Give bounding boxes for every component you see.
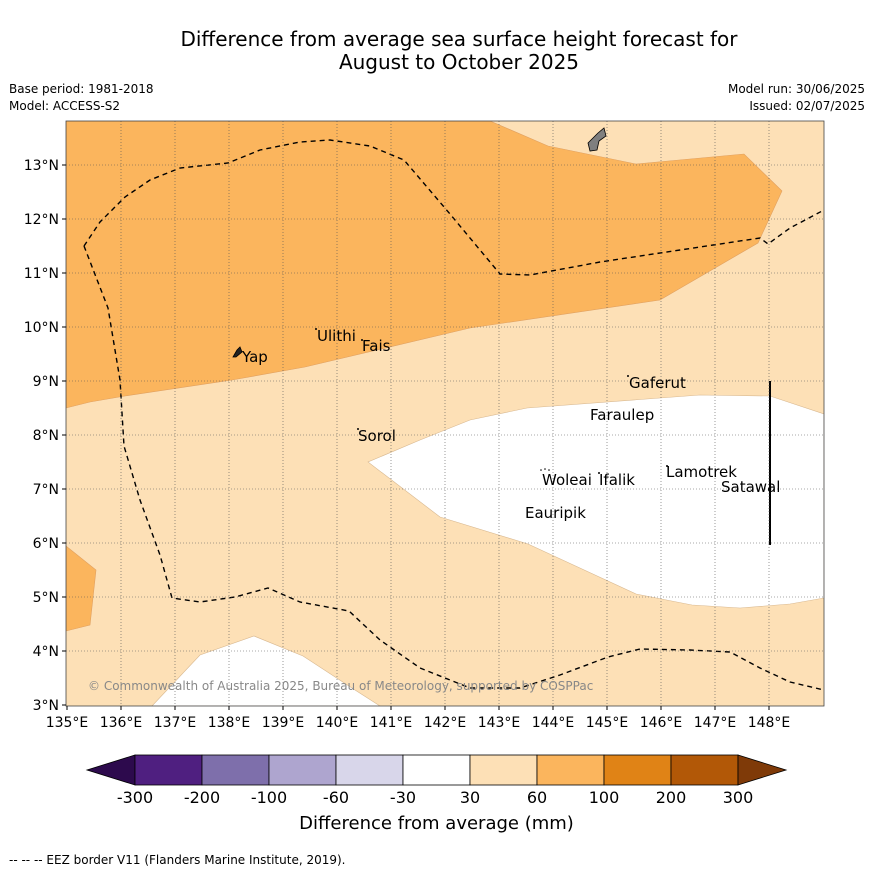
lon-tick-label: 145°E xyxy=(586,715,629,731)
lat-tick-label: 11°N xyxy=(24,266,59,282)
woleai-dot-1 xyxy=(540,469,542,471)
label-lamotrek: Lamotrek xyxy=(666,463,737,481)
colorbar-tick-label: 60 xyxy=(526,788,548,807)
lat-tick-label: 10°N xyxy=(24,320,59,336)
lat-tick-label: 3°N xyxy=(33,698,59,714)
lat-tick-label: 4°N xyxy=(33,644,59,660)
colorbar-extend-low xyxy=(85,754,136,786)
title-line-2: August to October 2025 xyxy=(338,50,580,74)
colorbar-tick-label: 200 xyxy=(655,788,687,807)
meta-left: Base period: 1981-2018 Model: ACCESS-S2 xyxy=(9,81,154,115)
lat-tick-label: 8°N xyxy=(33,428,59,444)
label-faraulep: Faraulep xyxy=(590,406,654,424)
chart-title: Difference from average sea surface heig… xyxy=(0,28,873,74)
colorbar-tick-label: -200 xyxy=(183,788,221,807)
colorbar-tick-label: 300 xyxy=(722,788,754,807)
gridlines xyxy=(66,121,824,706)
woleai-dot-2 xyxy=(544,468,546,470)
longitude-ticks: 135°E 136°E 137°E 138°E 139°E 140°E 141°E 142°E… xyxy=(46,706,791,731)
lon-tick-label: 141°E xyxy=(370,715,413,731)
meta-right: Model run: 30/06/2025 Issued: 02/07/2025 xyxy=(728,81,865,115)
band-60-100-west xyxy=(66,545,97,632)
lon-tick-label: 146°E xyxy=(640,715,683,731)
place-markers xyxy=(315,328,668,474)
sorol-dot xyxy=(357,428,359,430)
colorbar-label: Difference from average (mm) xyxy=(299,813,574,834)
colorbar-tick-label: -60 xyxy=(322,788,350,807)
colorbar-tick-label: 30 xyxy=(459,788,481,807)
gaferut-dot xyxy=(627,375,629,377)
lon-tick-label: 140°E xyxy=(316,715,359,731)
woleai-dot-3 xyxy=(548,469,550,471)
guam-land xyxy=(587,127,607,152)
lat-tick-label: 5°N xyxy=(33,590,59,606)
map-plot-area xyxy=(66,121,824,706)
fais-dot xyxy=(361,339,363,341)
lon-tick-label: 137°E xyxy=(154,715,197,731)
ifalik-dot xyxy=(598,472,600,474)
yap-land xyxy=(232,346,243,358)
colorbar-tick-label: -100 xyxy=(250,788,288,807)
lon-tick-label: 136°E xyxy=(100,715,143,731)
colorbar-segment xyxy=(469,754,538,786)
colorbar-extend-high xyxy=(737,754,788,786)
label-woleai: Woleai xyxy=(542,471,592,489)
label-ifalik: Ifalik xyxy=(599,471,635,489)
label-sorol: Sorol xyxy=(358,427,396,445)
eez-footnote: -- -- -- EEZ border V11 (Flanders Marine… xyxy=(9,853,346,867)
lat-tick-label: 9°N xyxy=(33,374,59,390)
band-60-100-north xyxy=(66,121,783,409)
lon-tick-label: 144°E xyxy=(532,715,575,731)
colorbar-segment xyxy=(536,754,605,786)
copyright-text: © Commonwealth of Australia 2025, Bureau… xyxy=(88,679,593,693)
colorbar-tick-label: 100 xyxy=(588,788,620,807)
colorbar-segment xyxy=(134,754,203,786)
label-ulithi: Ulithi xyxy=(317,327,356,345)
model-run: Model run: 30/06/2025 xyxy=(727,82,865,96)
colorbar-segment xyxy=(268,754,337,786)
lat-tick-label: 7°N xyxy=(33,482,59,498)
lon-tick-label: 138°E xyxy=(208,715,251,731)
lon-tick-label: 143°E xyxy=(478,715,521,731)
label-fais: Fais xyxy=(362,337,391,355)
model-name: Model: ACCESS-S2 xyxy=(9,99,121,113)
colorbar-segment xyxy=(201,754,270,786)
lon-tick-label: 142°E xyxy=(424,715,467,731)
label-satawal: Satawal xyxy=(721,478,780,496)
lat-tick-label: 12°N xyxy=(24,212,59,228)
lamotrek-dot xyxy=(666,465,668,467)
label-gaferut: Gaferut xyxy=(629,374,686,392)
band-below-30-south xyxy=(151,635,381,706)
colorbar-segment xyxy=(603,754,672,786)
latitude-ticks: 13°N 12°N 11°N 10°N 9°N 8°N 7°N 6°N 5°N 4°N 3°N xyxy=(24,158,66,714)
lat-tick-label: 6°N xyxy=(33,536,59,552)
lon-tick-label: 135°E xyxy=(46,715,89,731)
colorbar xyxy=(85,754,788,786)
base-period: Base period: 1981-2018 xyxy=(9,82,154,96)
colorbar-tick-label: -300 xyxy=(116,788,154,807)
label-eauripik: Eauripik xyxy=(525,504,586,522)
colorbar-segment xyxy=(670,754,739,786)
colorbar-tick-label: -30 xyxy=(389,788,417,807)
label-yap: Yap xyxy=(241,348,268,366)
ulithi-dot xyxy=(315,328,317,330)
issued-date: Issued: 02/07/2025 xyxy=(749,99,865,113)
colorbar-segment xyxy=(402,754,471,786)
lon-tick-label: 147°E xyxy=(694,715,737,731)
colorbar-segment xyxy=(335,754,404,786)
eez-border xyxy=(83,139,824,691)
band-below-30-central xyxy=(367,394,824,609)
title-line-1: Difference from average sea surface heig… xyxy=(180,27,738,51)
lon-tick-label: 148°E xyxy=(748,715,791,731)
lon-tick-label: 139°E xyxy=(262,715,305,731)
lat-tick-label: 13°N xyxy=(24,158,59,174)
place-labels: Yap Ulithi Fais Gaferut Faraulep Sorol W… xyxy=(241,327,780,522)
